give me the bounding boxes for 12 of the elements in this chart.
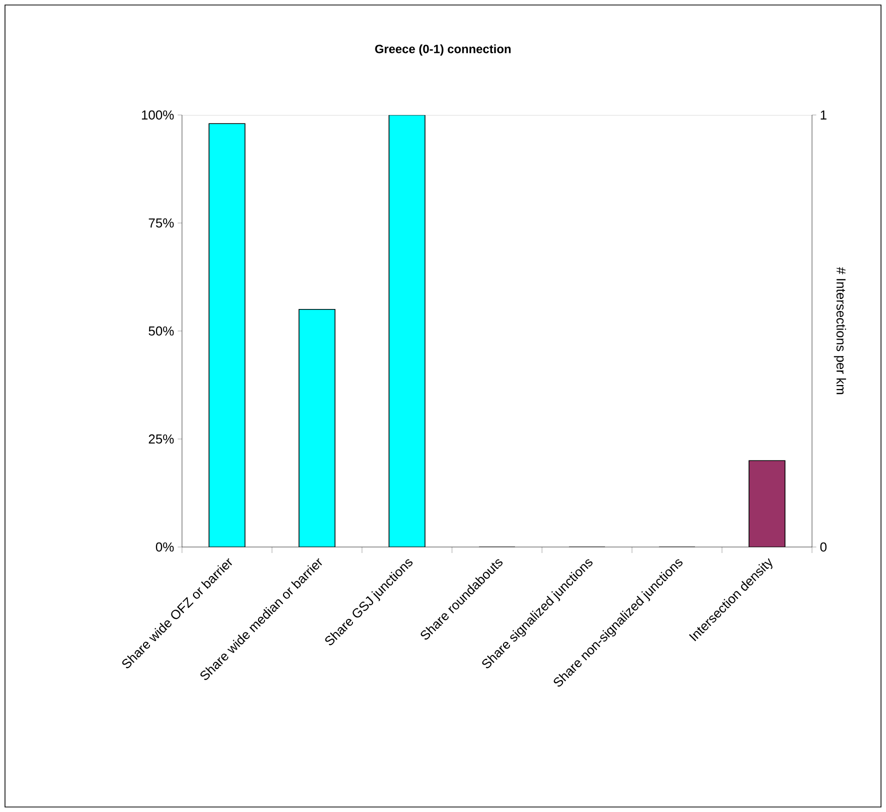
bar: [208, 123, 246, 547]
y2-axis-title: # Intersections per km: [834, 267, 846, 394]
y-tick-label: 0%: [156, 542, 174, 552]
y-tick-label: 25%: [148, 434, 174, 444]
bar: [388, 114, 426, 547]
bar: [298, 308, 336, 547]
chart-title: Greece (0-1) connection: [375, 44, 511, 56]
y2-tick-label: 1: [820, 110, 826, 120]
y-tick-label: 50%: [148, 326, 174, 336]
y-tick-label: 100%: [142, 110, 174, 120]
y-tick-label: 75%: [148, 218, 174, 228]
y2-tick-label: 0: [820, 542, 827, 552]
